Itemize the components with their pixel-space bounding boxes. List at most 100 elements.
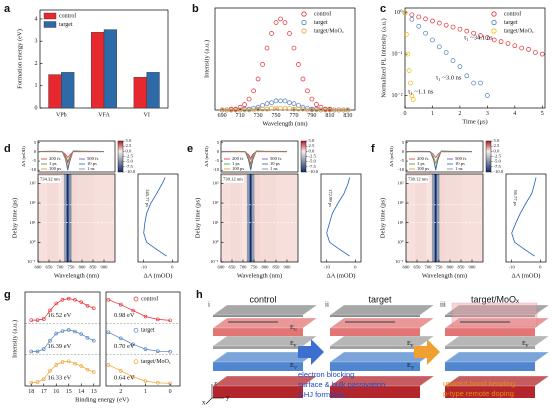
layer-top [212, 375, 318, 387]
data-point [526, 47, 531, 52]
data-point [423, 16, 428, 22]
data-point [291, 45, 297, 51]
data-point [168, 318, 172, 323]
data-point [255, 104, 261, 110]
colorbar-tick-label: -10.0 [309, 169, 319, 174]
note: surface & bulk passivation [298, 380, 385, 389]
data-point [143, 314, 148, 319]
axes-frame [320, 173, 362, 263]
legend-marker [133, 296, 139, 302]
y-axis-label: ΔA (mOD) [389, 146, 394, 167]
data-point [66, 359, 71, 364]
x-tick-label: VPb [56, 112, 67, 118]
axes-frame [37, 140, 116, 173]
data-point [131, 308, 135, 313]
legend-label: 500 fs [455, 156, 467, 161]
stage-numeral: iii [440, 301, 446, 309]
layer-top [329, 375, 435, 387]
colorbar [485, 140, 492, 173]
note: upward band bending [443, 379, 515, 388]
y-axis-label: ΔA (mOD) [21, 146, 26, 167]
data-point [409, 93, 415, 98]
data-point [408, 80, 413, 86]
data-point [273, 98, 279, 104]
legend-marker [301, 19, 307, 26]
axes-frame [105, 291, 181, 387]
x-tick-label: 750 [272, 113, 281, 119]
axes-frame [505, 173, 547, 263]
heatmap-cell [436, 174, 440, 262]
x-tick-label: 0 [171, 265, 174, 270]
x-tick-label: 2 [119, 389, 122, 395]
heatmap-cell [63, 174, 67, 262]
layer-top [212, 317, 318, 329]
kinetic-line [326, 177, 350, 257]
y-tick-label: 10⁻² [392, 93, 403, 99]
annotation: 16.52 eV [48, 312, 72, 319]
y-tick-label: 10⁻¹ [392, 52, 403, 58]
x-tick-label: 850 [458, 265, 466, 270]
colorbar-tick-label: -7.5 [309, 164, 317, 169]
x-tick-label: 700 [57, 265, 65, 270]
layer-front [445, 328, 535, 336]
heatmap-cell [246, 174, 250, 262]
panel-label: d [4, 143, 11, 155]
data-point [300, 106, 306, 112]
note: p-type remote doping [443, 389, 514, 398]
legend-label: 10 ps [270, 161, 280, 166]
legend-label: 1 ps [417, 161, 425, 166]
y-tick-label: 5 [402, 140, 405, 145]
stage-label: target [368, 294, 392, 304]
axes-frame [220, 140, 299, 173]
x-tick-label: 900 [284, 265, 292, 270]
data-point [66, 328, 71, 332]
data-point [305, 88, 310, 94]
process-arrow [298, 339, 324, 365]
data-point [54, 363, 59, 367]
x-tick-label: 900 [101, 265, 109, 270]
data-point [505, 41, 511, 46]
legend-label: 1 ps [49, 161, 57, 166]
y-tick-label: -5 [215, 158, 220, 163]
data-point [246, 107, 252, 113]
data-point [85, 336, 90, 340]
x-tick-label: 790 [307, 113, 316, 119]
data-point [345, 107, 351, 113]
x-tick-label: VFA [98, 112, 110, 118]
data-point [485, 93, 490, 98]
axes-frame [405, 173, 484, 263]
data-point [29, 349, 34, 354]
data-point [300, 104, 306, 110]
data-point [296, 106, 301, 112]
y-tick-label: 3 [35, 39, 38, 45]
data-point [264, 106, 270, 112]
layer-front [330, 315, 420, 317]
energy-subscript: F [411, 343, 414, 348]
data-point [278, 16, 283, 22]
y-tick-label: 10² [30, 200, 37, 205]
colorbar-tick-label: 0.0 [494, 148, 500, 153]
annotation: 734.32 nm [40, 177, 60, 182]
heatmap-cell [71, 174, 78, 262]
spectrum-line [31, 298, 94, 321]
data-point [323, 107, 328, 113]
stage-numeral: i [208, 301, 210, 309]
legend-marker [301, 11, 307, 17]
axes-frame [220, 173, 299, 263]
data-point [305, 105, 310, 111]
axes-frame [404, 7, 546, 109]
layer-top [444, 351, 550, 363]
data-point [106, 330, 111, 335]
data-point [464, 28, 470, 34]
colorbar-tick-label: 5.0 [126, 138, 132, 143]
x-axis-label: ΔA (mOD) [144, 272, 173, 279]
data-point [478, 80, 483, 86]
data-point [246, 96, 252, 102]
legend-label: target [141, 328, 155, 334]
data-point [318, 107, 324, 113]
data-point [48, 308, 52, 313]
bar [146, 72, 160, 109]
annotation: 16.39 eV [48, 343, 72, 350]
x-tick-label: 600 [35, 265, 43, 270]
